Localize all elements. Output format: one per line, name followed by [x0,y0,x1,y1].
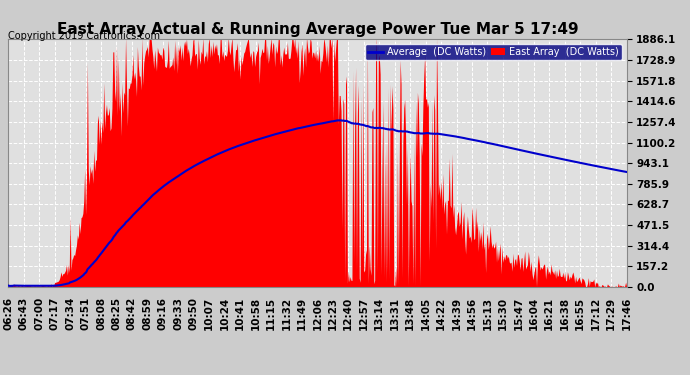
Text: Copyright 2019 Cartronics.com: Copyright 2019 Cartronics.com [8,32,160,41]
Legend: Average  (DC Watts), East Array  (DC Watts): Average (DC Watts), East Array (DC Watts… [365,44,622,60]
Title: East Array Actual & Running Average Power Tue Mar 5 17:49: East Array Actual & Running Average Powe… [57,22,578,37]
